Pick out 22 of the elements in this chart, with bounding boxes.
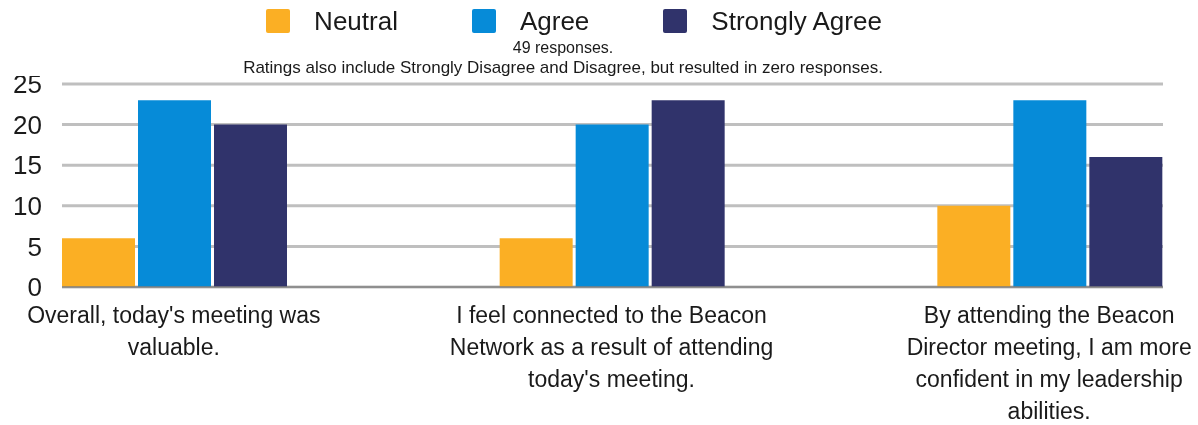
bar [499,238,573,287]
chart-subtitle: 49 responses. [512,39,614,56]
bar [1089,157,1163,287]
x-tick-label: By attending the Beacon Director meeting, I am more confident in my leadership abilities. [906,302,1192,425]
y-tick-label: 5 [27,231,42,262]
y-tick-label: 15 [13,150,42,181]
bar [62,238,135,287]
x-tick-label: Overall, today's meeting was valuable. [27,302,321,361]
legend-label: Agree [519,6,590,36]
text: Ratings also include Strongly Disagree and Disagree, but resulted in zero responses. [243,58,883,77]
bar [575,124,649,287]
x-tick-label: I feel connected to the Beacon Network as a result of attending today's meeting. [449,302,774,393]
y-tick-label: 20 [13,109,42,140]
legend-label: Neutral [314,6,398,36]
y-tick-label: 0 [27,272,42,303]
bar [937,205,1011,287]
bar [214,124,287,287]
bar [138,100,211,287]
bar [651,100,725,287]
y-tick-label: 10 [13,191,42,222]
legend-label: Strongly Agree [711,6,882,36]
bar [1013,100,1087,287]
